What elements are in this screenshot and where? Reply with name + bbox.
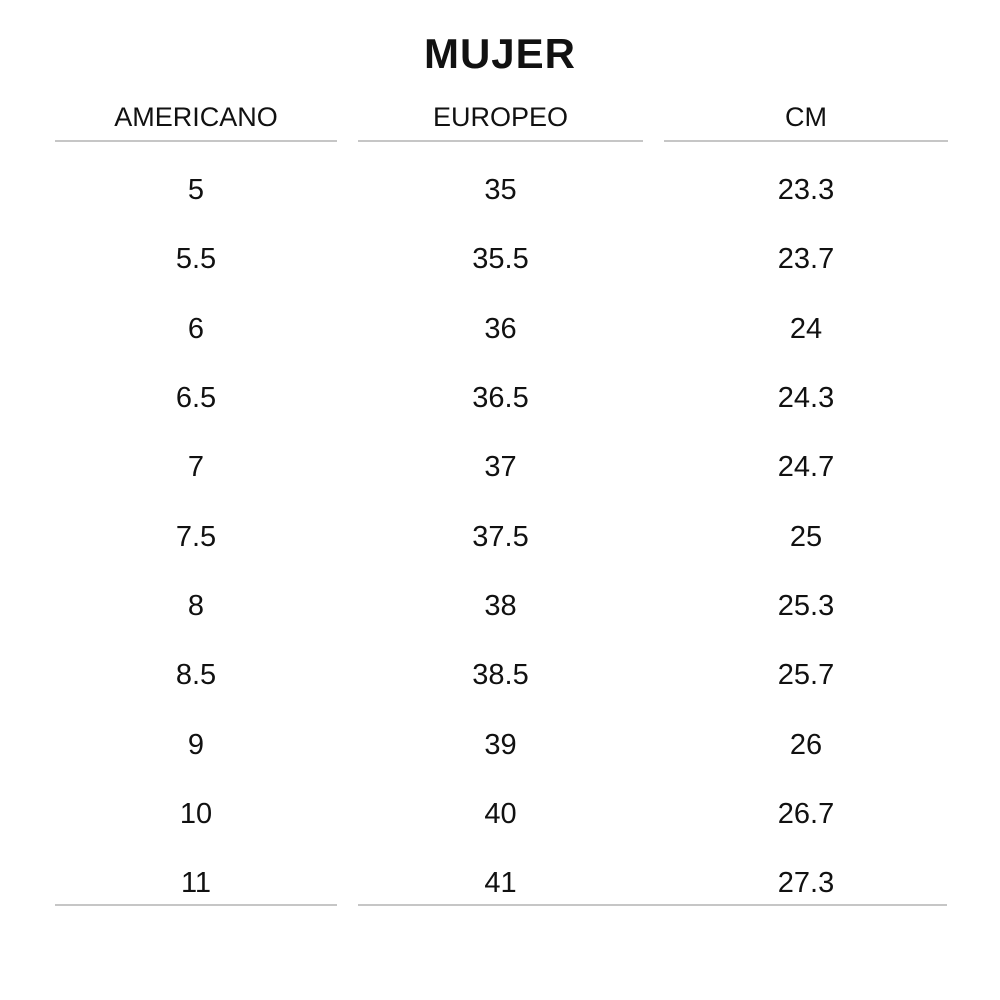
cell-americano: 7 xyxy=(187,451,205,484)
table-bottom-border-left xyxy=(55,904,337,906)
cell-americano: 6 xyxy=(187,312,205,345)
size-table-body: 5 35 23.3 5.5 35.5 23.7 6 36 24 6.5 36.5 24.3 7 37 24.… xyxy=(55,156,947,918)
cell-europeo: 39 xyxy=(484,728,517,761)
cell-americano: 6.5 xyxy=(175,382,217,415)
cell-americano: 5.5 xyxy=(175,243,217,276)
cell-cm: 27.3 xyxy=(777,867,835,900)
cell-europeo: 35 xyxy=(484,174,517,207)
cell-cm: 25 xyxy=(789,520,823,553)
column-header-europeo: EUROPEO xyxy=(358,95,643,142)
cell-americano: 11 xyxy=(180,867,212,900)
cell-cm: 23.7 xyxy=(777,243,835,276)
cell-americano: 10 xyxy=(179,797,213,830)
cell-europeo: 35.5 xyxy=(472,243,529,276)
cell-americano: 5 xyxy=(187,174,205,207)
cell-europeo: 38 xyxy=(484,589,517,622)
cell-europeo: 37.5 xyxy=(472,520,529,553)
cell-cm: 24.3 xyxy=(777,382,835,415)
column-header-americano: AMERICANO xyxy=(55,95,337,142)
cell-cm: 25.3 xyxy=(777,589,835,622)
cell-europeo: 41 xyxy=(484,867,517,900)
cell-europeo: 36.5 xyxy=(472,382,529,415)
cell-europeo: 37 xyxy=(484,451,517,484)
cell-cm: 24.7 xyxy=(777,451,835,484)
column-header-cm: CM xyxy=(664,95,948,142)
cell-cm: 23.3 xyxy=(777,174,835,207)
cell-cm: 24 xyxy=(789,312,823,345)
cell-americano: 7.5 xyxy=(175,520,217,553)
size-table-header: AMERICANO EUROPEO CM xyxy=(55,95,948,142)
table-bottom-border-right xyxy=(358,904,947,906)
cell-americano: 8.5 xyxy=(175,659,217,692)
cell-europeo: 36 xyxy=(484,312,517,345)
cell-cm: 25.7 xyxy=(777,659,835,692)
cell-europeo: 40 xyxy=(484,797,517,830)
cell-cm: 26 xyxy=(789,728,823,761)
cell-americano: 9 xyxy=(187,728,205,761)
cell-europeo: 38.5 xyxy=(472,659,529,692)
cell-americano: 8 xyxy=(187,589,205,622)
chart-title: MUJER xyxy=(423,30,577,77)
cell-cm: 26.7 xyxy=(777,797,835,830)
